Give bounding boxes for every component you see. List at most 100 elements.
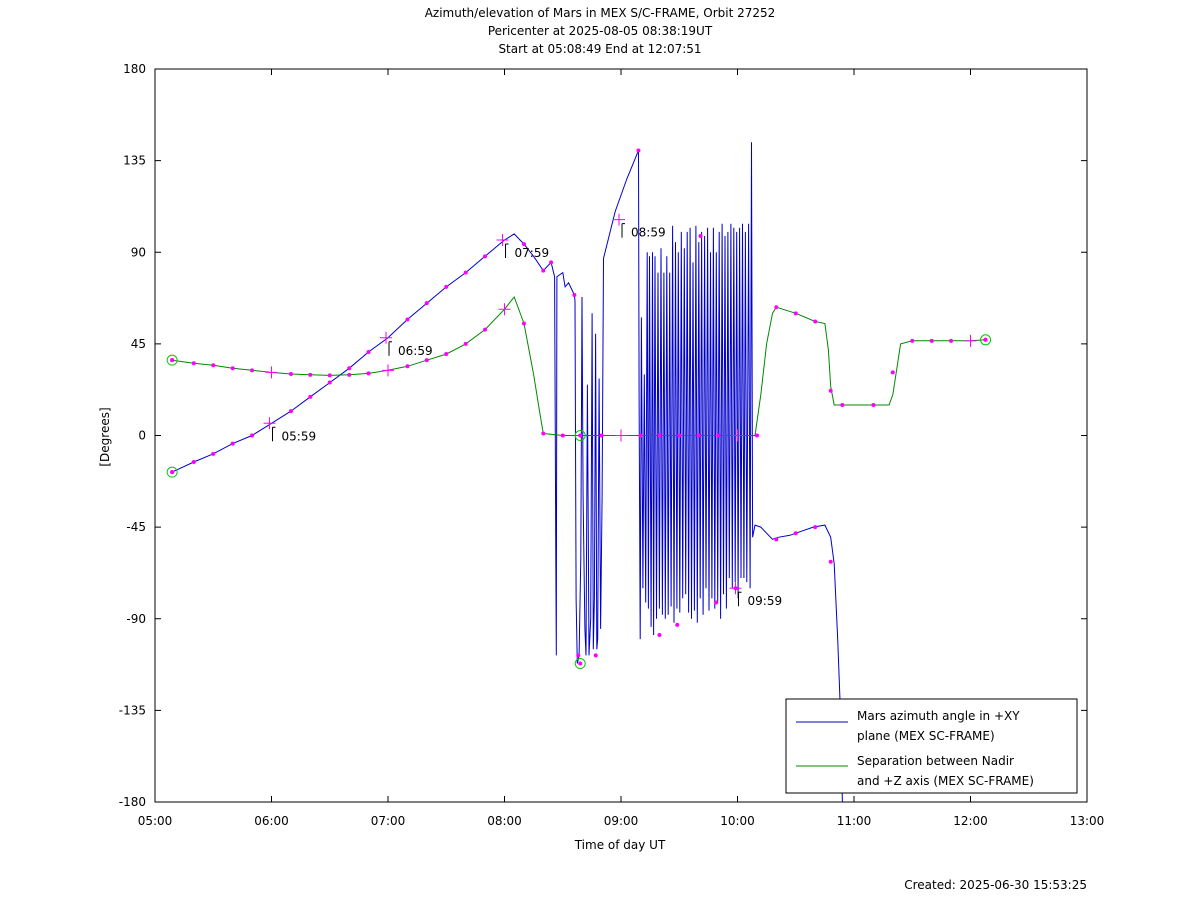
start-end-point-marker [578,433,583,438]
data-point-marker [308,394,313,399]
start-end-point-marker [983,337,988,342]
data-point-marker [828,559,833,564]
x-tick-label: 05:00 [138,814,173,828]
y-tick-label: 180 [123,62,146,76]
data-point-marker [593,653,598,658]
data-point-marker [949,338,954,343]
start-end-circle-marker [574,658,586,670]
hour-cross-marker [964,334,977,347]
data-point-marker [714,600,719,605]
data-point-marker [657,633,662,638]
start-end-point-marker [170,358,175,363]
data-point-marker [774,537,779,542]
created-footer: Created: 2025-06-30 15:53:25 [904,878,1087,892]
data-point-marker [424,358,429,363]
data-point-marker [636,148,641,153]
y-tick-label: -90 [126,612,146,626]
data-point-marker [541,268,546,273]
y-tick-label: 0 [138,429,146,443]
y-tick-label: 90 [131,245,146,259]
y-tick-label: -180 [119,795,146,809]
data-point-marker [424,301,429,306]
data-point-marker [560,433,565,438]
data-point-marker [327,373,332,378]
data-point-marker [840,402,845,407]
chart-subtitle-pericenter: Pericenter at 2025-08-05 08:38:19UT [487,24,713,38]
data-point-marker [347,366,352,371]
start-end-circle-marker [574,430,586,441]
series-line-separation [172,295,986,436]
data-point-marker [754,433,759,438]
data-point-marker [696,433,701,438]
hour-annotation-label: 06:59 [398,344,433,358]
hour-annotation-tick [621,223,626,238]
hour-annotation-cross [380,331,393,344]
x-tick-label: 08:00 [487,814,522,828]
data-point-marker [288,409,293,414]
x-tick-label: 06:00 [254,814,289,828]
annotation-layer: 05:59 06:59 07:59 08:59 09:59 [263,213,783,608]
y-tick-label: 45 [131,337,146,351]
chart-subtitle-start-end: Start at 05:08:49 End at 12:07:51 [498,42,702,56]
data-point-marker [211,451,216,456]
data-point-marker [366,350,371,355]
data-point-marker [828,388,833,393]
x-tick-label: 11:00 [837,814,872,828]
y-tick-label: -135 [119,703,146,717]
x-axis-ticks: 05:00 06:00 07:00 08:00 09:00 10:00 11:00 12:00… [138,69,1104,828]
data-point-marker [366,371,371,376]
hour-annotation-cross [263,417,276,430]
x-axis-label: Time of day UT [574,838,666,852]
data-point-marker [572,293,577,298]
data-point-marker [910,338,915,343]
data-point-marker [483,327,488,332]
legend: Mars azimuth angle in +XY plane (MEX SC-… [785,698,1078,794]
data-point-marker [444,284,449,289]
hour-annotation-tick [738,591,742,607]
marker-layer [166,148,992,670]
data-point-marker [657,433,662,438]
legend-box [785,698,1078,794]
hour-annotation-tick [272,426,276,442]
data-point-marker [929,338,934,343]
data-point-marker [308,372,313,377]
series-line-azimuth [171,142,843,802]
data-point-marker [890,370,895,375]
data-point-marker [230,441,235,446]
data-point-marker [774,305,779,310]
hour-annotation-label: 07:59 [515,246,550,260]
data-point-marker [716,433,721,438]
data-point-marker [521,321,526,326]
legend-label-azimuth-line2: plane (MEX SC-FRAME) [857,729,995,743]
data-point-marker [521,242,526,247]
hour-annotation-label: 09:59 [748,594,783,608]
data-point-marker [405,364,410,369]
y-axis-label: [Degrees] [98,407,112,466]
hour-cross-marker [498,303,511,316]
legend-label-separation-line2: and +Z axis (MEX SC-FRAME) [857,774,1034,788]
hour-annotation-tick [388,341,393,356]
data-point-marker [250,433,255,438]
hour-cross-marker [265,366,278,379]
start-end-point-marker [170,470,175,475]
data-point-marker [599,433,604,438]
hour-annotation-cross [613,213,626,226]
hour-cross-marker [382,364,394,377]
data-point-marker [871,402,876,407]
data-point-marker [549,260,554,265]
data-point-marker [675,622,680,627]
data-point-marker [793,531,798,536]
start-end-circle-marker [166,354,178,366]
data-point-marker [541,431,546,436]
x-tick-label: 07:00 [371,814,406,828]
data-point-marker [463,270,468,275]
y-axis-ticks: 180 135 90 45 0 -45 -90 -135 -180 [119,62,1087,809]
data-point-marker [813,319,818,324]
data-point-marker [327,380,332,385]
data-point-marker [638,433,643,438]
y-tick-label: 135 [123,154,146,168]
y-tick-label: -45 [126,520,146,534]
x-tick-label: 10:00 [720,814,755,828]
data-point-marker [347,372,352,377]
